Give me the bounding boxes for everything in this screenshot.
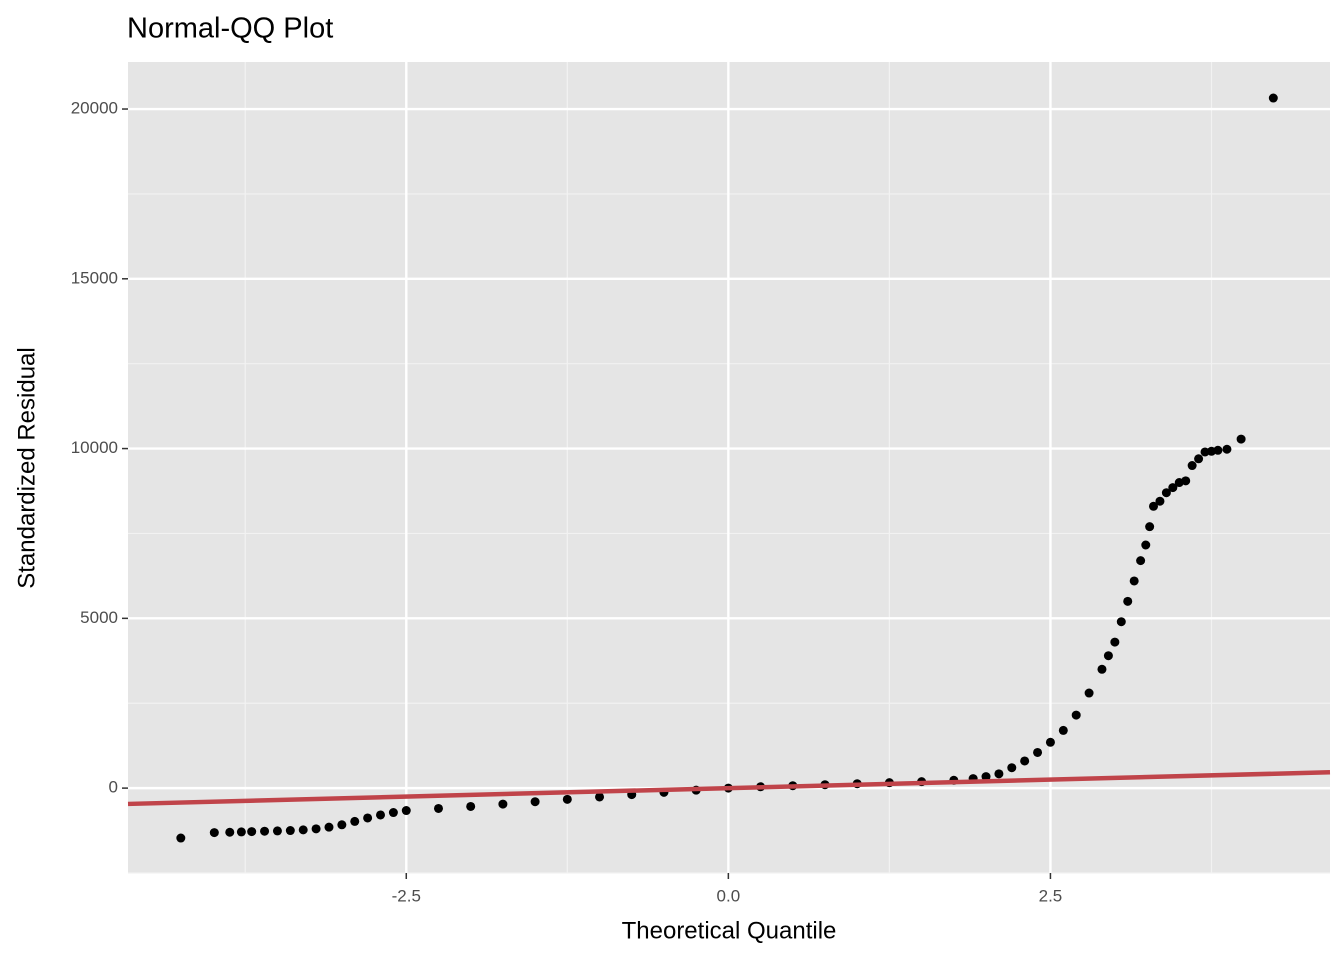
point bbox=[272, 826, 282, 836]
point bbox=[363, 813, 373, 823]
point bbox=[1097, 664, 1107, 674]
point bbox=[981, 772, 991, 782]
point bbox=[1141, 540, 1151, 550]
point bbox=[298, 825, 308, 835]
point bbox=[311, 824, 321, 834]
point bbox=[337, 820, 347, 830]
y-tick-label: 10000 bbox=[71, 438, 118, 457]
point bbox=[530, 797, 540, 807]
x-tick-label: 0.0 bbox=[717, 886, 741, 905]
point bbox=[225, 827, 235, 837]
point bbox=[209, 828, 219, 838]
x-tick-label: 2.5 bbox=[1039, 886, 1063, 905]
point bbox=[1187, 461, 1197, 471]
point bbox=[1268, 93, 1278, 103]
point bbox=[1084, 688, 1094, 698]
point bbox=[466, 801, 476, 811]
point bbox=[1103, 651, 1113, 661]
point bbox=[1033, 747, 1043, 757]
point bbox=[1161, 488, 1171, 498]
point bbox=[595, 792, 605, 802]
y-axis-title: Standardized Residual bbox=[13, 347, 40, 589]
y-tick-label: 20000 bbox=[71, 99, 118, 118]
reference-line bbox=[127, 770, 1331, 807]
x-axis-title: Theoretical Quantile bbox=[622, 917, 837, 944]
point bbox=[350, 816, 360, 826]
point bbox=[1045, 737, 1055, 747]
y-tick-label: 0 bbox=[109, 778, 118, 797]
point bbox=[562, 794, 572, 804]
point bbox=[994, 769, 1004, 779]
point bbox=[324, 822, 334, 832]
point bbox=[1181, 476, 1191, 486]
y-tick-label: 15000 bbox=[71, 268, 118, 287]
point bbox=[176, 833, 186, 843]
point bbox=[1145, 522, 1155, 532]
point bbox=[285, 826, 295, 836]
chart-title: Normal-QQ Plot bbox=[127, 13, 333, 45]
point bbox=[1129, 576, 1139, 586]
point bbox=[433, 803, 443, 813]
point bbox=[1155, 496, 1165, 506]
point bbox=[1020, 756, 1030, 766]
point bbox=[388, 808, 398, 818]
point bbox=[1123, 596, 1133, 606]
point bbox=[1007, 763, 1017, 773]
point bbox=[498, 799, 508, 809]
point bbox=[1168, 483, 1178, 493]
point bbox=[1213, 445, 1223, 455]
point bbox=[1136, 556, 1146, 566]
point bbox=[1110, 637, 1120, 647]
point bbox=[1116, 617, 1126, 627]
point bbox=[376, 810, 386, 820]
point bbox=[1236, 434, 1246, 444]
point bbox=[1194, 454, 1204, 464]
point bbox=[247, 827, 257, 837]
point bbox=[1058, 725, 1068, 735]
point bbox=[1222, 444, 1232, 454]
point bbox=[236, 827, 246, 837]
y-tick-label: 5000 bbox=[80, 608, 118, 627]
point bbox=[1071, 710, 1081, 720]
point bbox=[260, 826, 270, 836]
point bbox=[1149, 501, 1159, 511]
x-tick-label: -2.5 bbox=[392, 886, 421, 905]
point bbox=[401, 806, 411, 816]
